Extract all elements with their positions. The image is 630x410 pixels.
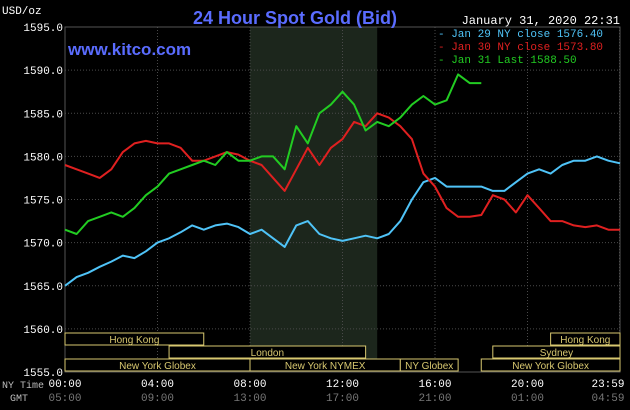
x-tick-ny: 08:00: [233, 379, 266, 391]
market-session-label: Hong Kong: [109, 335, 159, 346]
x-tick-ny: 04:00: [141, 379, 174, 391]
chart-date: January 31, 2020 22:31: [462, 14, 620, 28]
time-axis: NY Time GMT 00:00 04:00 08:00 12:00 16:00 20:00…: [2, 379, 625, 405]
x-tick-gmt: 17:00: [326, 393, 359, 405]
x-tick-gmt: 04:59: [591, 393, 624, 405]
x-tick-gmt: 01:00: [511, 393, 544, 405]
market-session-label: New York Globex: [119, 361, 196, 372]
y-tick-label: 1555.0: [23, 368, 63, 380]
market-session-bar: [480, 358, 621, 372]
market-session-bar: [399, 358, 459, 372]
y-tick-label: 1570.0: [23, 239, 63, 251]
x-tick-gmt: 13:00: [233, 393, 266, 405]
y-tick-label: 1580.0: [23, 152, 63, 164]
market-session-bar: [492, 345, 621, 359]
market-session-bar: [550, 332, 621, 346]
x-tick-ny: 16:00: [418, 379, 451, 391]
y-axis-unit: USD/oz: [2, 6, 42, 18]
series-line: [64, 73, 482, 235]
market-session-label: New York NYMEX: [285, 361, 366, 372]
market-session-label: London: [251, 348, 284, 359]
chart-title: 24 Hour Spot Gold (Bid): [193, 8, 397, 28]
y-tick-label: 1565.0: [23, 282, 63, 294]
y-tick-label: 1575.0: [23, 196, 63, 208]
y-tick-label: 1590.0: [23, 66, 63, 78]
x-tick-ny: 23:59: [591, 379, 624, 391]
ny-time-label: NY Time: [2, 380, 44, 392]
chart-legend: - Jan 29 NY close 1576.40- Jan 30 NY clo…: [438, 29, 603, 67]
series-line: [64, 155, 621, 287]
market-session-label: New York Globex: [512, 361, 589, 372]
plot-frame: [64, 26, 621, 373]
x-tick-gmt: 05:00: [48, 393, 81, 405]
gmt-label: GMT: [10, 394, 28, 405]
series-line: [64, 112, 620, 231]
website-label: www.kitco.com: [67, 40, 191, 59]
x-tick-gmt: 09:00: [141, 393, 174, 405]
y-tick-label: 1585.0: [23, 109, 63, 121]
legend-entry: - Jan 30 NY close 1573.80: [438, 42, 603, 54]
x-tick-ny: 00:00: [48, 379, 81, 391]
x-tick-gmt: 21:00: [418, 393, 451, 405]
market-session-label: NY Globex: [405, 361, 453, 372]
y-tick-label: 1595.0: [23, 23, 63, 35]
market-session-label: Hong Kong: [560, 335, 610, 346]
x-tick-ny: 12:00: [326, 379, 359, 391]
y-tick-label: 1560.0: [23, 325, 63, 337]
market-session-bar: [168, 345, 367, 359]
legend-entry: - Jan 31 Last 1588.50: [438, 55, 577, 67]
legend-entry: - Jan 29 NY close 1576.40: [438, 29, 603, 41]
market-session-label: Sydney: [540, 348, 573, 359]
x-tick-ny: 20:00: [511, 379, 544, 391]
nymex-shade: [250, 27, 378, 372]
market-session-bar: [64, 332, 205, 346]
